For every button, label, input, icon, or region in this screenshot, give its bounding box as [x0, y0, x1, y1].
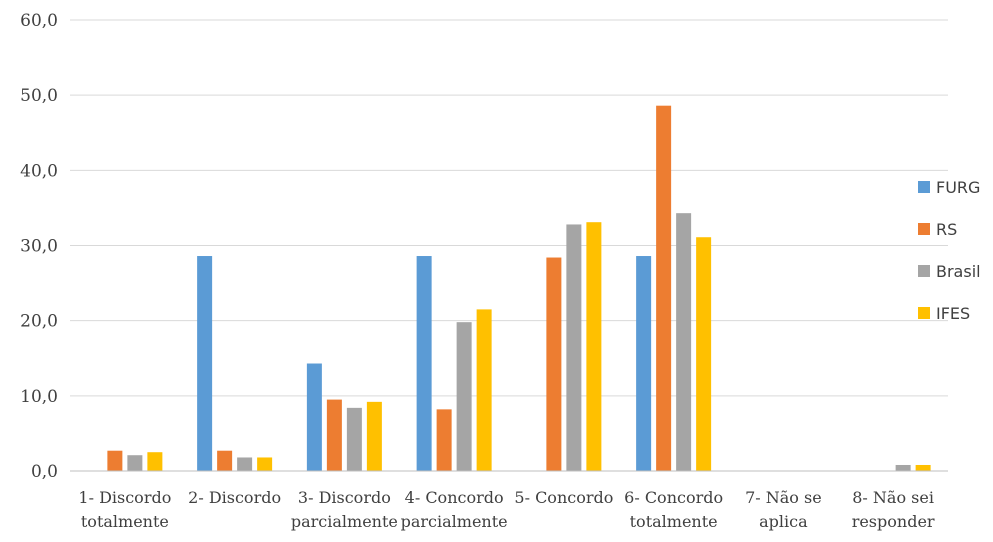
bar-brasil-3: [346, 407, 362, 471]
x-axis-tick-labels: 1- Discordo totalmente 2- Discordo 3- Disco…: [78, 488, 935, 531]
bar-brasil-6: [676, 213, 692, 471]
bar-rs-2: [217, 450, 233, 471]
x-tick-label: 6- Concordo totalmente: [624, 488, 723, 531]
x-tick-label: 7- Não se aplica: [745, 488, 822, 531]
y-tick-label: 30,0: [20, 237, 58, 257]
bar-rs-3: [326, 399, 342, 471]
bar-ifes-8: [915, 464, 931, 471]
bar-ifes-2: [257, 457, 273, 471]
bar-brasil-4: [456, 322, 472, 471]
bar-rs-4: [436, 409, 452, 471]
x-tick-label: 2- Discordo: [188, 488, 281, 507]
y-tick-label: 60,0: [20, 11, 58, 31]
bar-brasil-8: [895, 464, 911, 471]
bar-brasil-1: [127, 455, 143, 471]
bar-rs-1: [107, 450, 123, 471]
legend: FURG RS Brasil IFES: [918, 178, 981, 323]
legend-swatch-ifes: [918, 307, 930, 319]
bar-furg-6: [636, 256, 652, 471]
legend-swatch-rs: [918, 223, 930, 235]
legend-swatch-furg: [918, 181, 930, 193]
bar-ifes-1: [147, 452, 163, 471]
bars: [107, 105, 931, 471]
bar-ifes-3: [366, 401, 382, 471]
legend-label-brasil: Brasil: [936, 262, 981, 281]
y-axis-tick-labels: 0,0 10,0 20,0 30,0 40,0 50,0 60,0: [20, 11, 58, 482]
bar-ifes-4: [476, 309, 492, 471]
x-tick-label: 1- Discordo totalmente: [78, 488, 171, 531]
x-tick-label: 5- Concordo: [514, 488, 613, 507]
x-tick-label: 8- Não sei responder: [852, 488, 935, 531]
legend-label-furg: FURG: [936, 178, 980, 197]
gridlines: [70, 19, 948, 397]
y-tick-label: 10,0: [20, 387, 58, 407]
x-tick-label: 3- Discordo parcialmente: [291, 488, 398, 531]
bar-furg-3: [306, 363, 322, 471]
bar-brasil-5: [566, 224, 582, 471]
y-tick-label: 50,0: [20, 86, 58, 106]
legend-swatch-brasil: [918, 265, 930, 277]
bar-rs-5: [546, 257, 562, 471]
bar-furg-2: [197, 256, 213, 471]
y-tick-label: 40,0: [20, 161, 58, 181]
x-tick-label: 4- Concordo parcialmente: [401, 488, 508, 531]
y-tick-label: 20,0: [20, 312, 58, 332]
legend-label-rs: RS: [936, 220, 957, 239]
bar-ifes-6: [696, 237, 712, 471]
bar-rs-6: [656, 105, 672, 471]
legend-label-ifes: IFES: [936, 304, 970, 323]
bar-furg-4: [416, 256, 432, 471]
bar-brasil-2: [237, 457, 253, 471]
y-tick-label: 0,0: [31, 462, 58, 482]
bar-ifes-5: [586, 222, 602, 471]
